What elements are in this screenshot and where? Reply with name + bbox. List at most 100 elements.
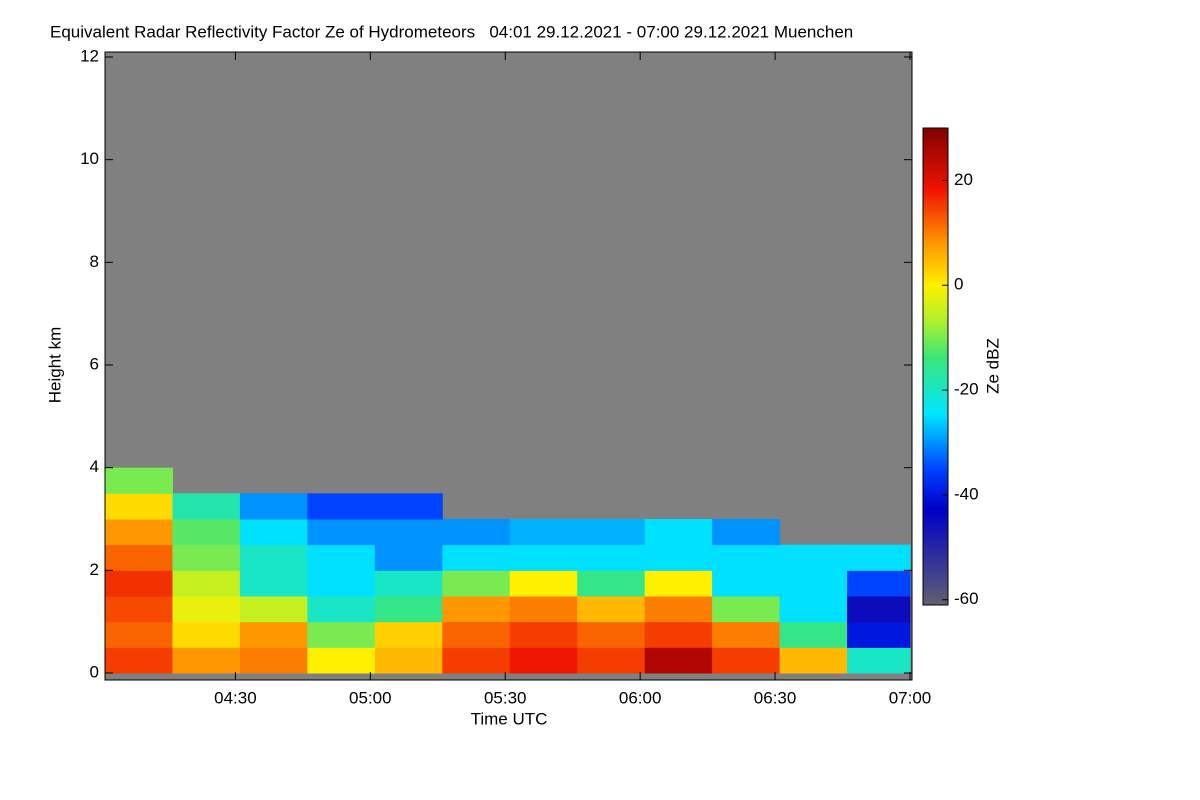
- heatmap-cell: [847, 596, 911, 623]
- heatmap-cell: [442, 570, 511, 597]
- heatmap-cell: [172, 647, 241, 674]
- heatmap-cell: [105, 570, 173, 597]
- heatmap-cell: [779, 570, 848, 597]
- heatmap-cell: [239, 596, 308, 623]
- x-tick-label: 06:30: [754, 688, 797, 707]
- heatmap-cell: [374, 544, 443, 571]
- heatmap-cell: [172, 544, 241, 571]
- heatmap-cell: [172, 519, 241, 546]
- heatmap-cell: [644, 596, 713, 623]
- heatmap-cell: [105, 647, 173, 674]
- y-tick-label: 10: [80, 149, 99, 168]
- x-axis-label: Time UTC: [471, 709, 548, 728]
- y-tick-label: 12: [80, 46, 99, 65]
- heatmap-cell: [172, 596, 241, 623]
- x-tick-label: 04:30: [214, 688, 257, 707]
- heatmap-cell: [239, 621, 308, 648]
- heatmap-cell: [105, 467, 173, 494]
- heatmap-cell: [307, 621, 376, 648]
- colorbar-tick-label: 20: [954, 170, 973, 189]
- heatmap-cell: [172, 621, 241, 648]
- heatmap-cell: [577, 519, 646, 546]
- x-tick-label: 05:00: [349, 688, 392, 707]
- heatmap-cell: [239, 570, 308, 597]
- colorbar-tick-label: 0: [954, 275, 963, 294]
- heatmap-cell: [307, 493, 376, 520]
- heatmap-cell: [509, 519, 578, 546]
- heatmap-cell: [577, 647, 646, 674]
- y-tick-label: 4: [90, 457, 99, 476]
- heatmap-cell: [509, 621, 578, 648]
- heatmap-cell: [644, 544, 713, 571]
- heatmap-cell: [374, 493, 443, 520]
- heatmap-cell: [509, 570, 578, 597]
- heatmap-cell: [307, 544, 376, 571]
- heatmap-cell: [712, 570, 781, 597]
- heatmap-cell: [442, 596, 511, 623]
- heatmap-cell: [172, 493, 241, 520]
- heatmap-cell: [239, 647, 308, 674]
- heatmap-cell: [374, 596, 443, 623]
- heatmap-cell: [509, 596, 578, 623]
- heatmap-cell: [374, 621, 443, 648]
- heatmap-cell: [105, 621, 173, 648]
- heatmap-cell: [847, 647, 911, 674]
- heatmap-cell: [847, 621, 911, 648]
- heatmap-cell: [712, 647, 781, 674]
- heatmap-cell: [577, 621, 646, 648]
- y-tick-label: 6: [90, 354, 99, 373]
- heatmap-cell: [239, 519, 308, 546]
- heatmap-cell: [442, 647, 511, 674]
- heatmap-cell: [644, 570, 713, 597]
- heatmap-cell: [442, 544, 511, 571]
- heatmap-cell: [239, 493, 308, 520]
- heatmap-cell: [577, 570, 646, 597]
- heatmap-cell: [239, 544, 308, 571]
- y-axis-label: Height km: [45, 327, 64, 404]
- colorbar-tick-label: -20: [954, 380, 979, 399]
- y-tick-label: 8: [90, 252, 99, 271]
- colorbar: [922, 127, 949, 606]
- colorbar-tick-label: -40: [954, 484, 979, 503]
- x-tick-label: 07:00: [889, 688, 932, 707]
- heatmap-cell: [374, 647, 443, 674]
- heatmap-cell: [509, 647, 578, 674]
- heatmap-cell: [374, 570, 443, 597]
- heatmap-cell: [644, 621, 713, 648]
- heatmap-cell: [307, 596, 376, 623]
- heatmap-cell: [712, 544, 781, 571]
- heatmap-cell: [307, 647, 376, 674]
- heatmap-cell: [374, 519, 443, 546]
- heatmap-cell: [442, 519, 511, 546]
- heatmap-cell: [105, 519, 173, 546]
- chart-title: Equivalent Radar Reflectivity Factor Ze …: [50, 22, 853, 41]
- heatmap-cell: [105, 596, 173, 623]
- heatmap-cell: [509, 544, 578, 571]
- heatmap-cell: [712, 596, 781, 623]
- heatmap-cell: [847, 570, 911, 597]
- heatmap-cell: [779, 621, 848, 648]
- y-tick-label: 0: [90, 662, 99, 681]
- heatmap-cell: [644, 519, 713, 546]
- heatmap-cell: [577, 596, 646, 623]
- x-tick-label: 05:30: [484, 688, 527, 707]
- heatmap-cell: [712, 621, 781, 648]
- heatmap-cell: [577, 544, 646, 571]
- y-tick-label: 2: [90, 560, 99, 579]
- heatmap-cell: [442, 621, 511, 648]
- heatmap-cell: [644, 647, 713, 674]
- heatmap-cell: [779, 647, 848, 674]
- heatmap-cell: [779, 596, 848, 623]
- heatmap-cell: [105, 493, 173, 520]
- heatmap-cell: [847, 544, 911, 571]
- heatmap-cell: [712, 519, 781, 546]
- plot-frame: [104, 51, 913, 681]
- heatmap-cell: [307, 570, 376, 597]
- heatmap-cell: [105, 544, 173, 571]
- heatmap-cell: [779, 544, 848, 571]
- colorbar-tick-label: -60: [954, 589, 979, 608]
- colorbar-label: Ze dBZ: [983, 338, 1002, 394]
- heatmap-cell: [307, 519, 376, 546]
- x-tick-label: 06:00: [619, 688, 662, 707]
